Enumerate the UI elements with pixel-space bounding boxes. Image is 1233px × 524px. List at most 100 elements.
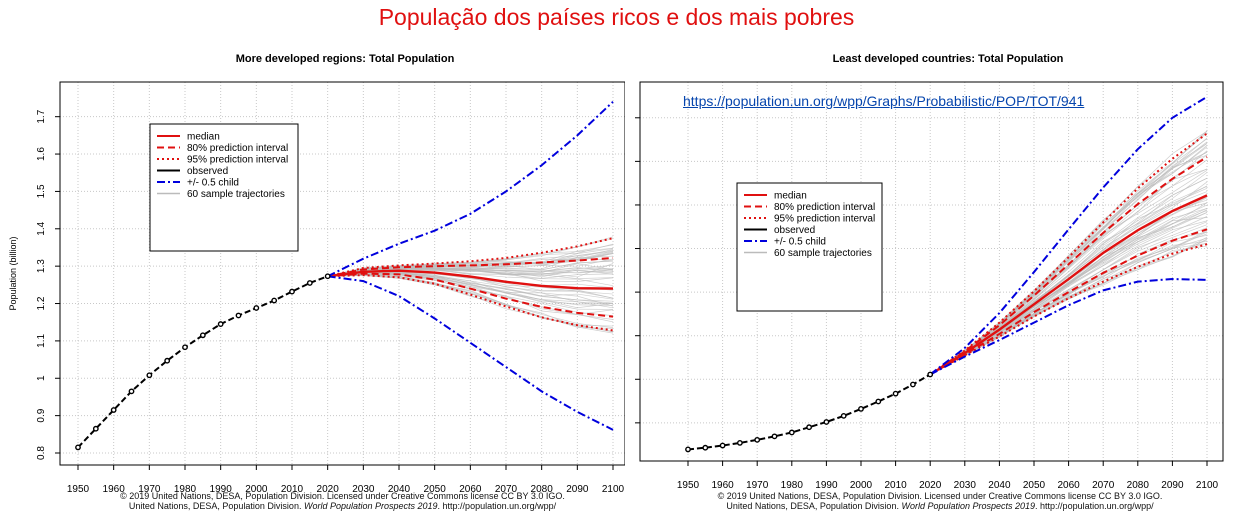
series-line-observed [687,373,931,451]
observed-point [754,436,761,443]
legend-label: 60 sample trajectories [187,189,285,200]
x-tick-label: 2020 [919,480,942,491]
x-tick-label: 1950 [677,480,700,491]
observed-point [253,305,260,311]
x-tick-label: 2100 [1196,480,1219,491]
x-tick-label: 2000 [245,484,268,495]
x-tick-label: 2090 [1161,480,1184,491]
x-tick-label: 1970 [746,480,769,491]
y-tick-label: 0.8 [36,446,47,460]
observed-point [235,312,242,319]
y-tick-label: 0.9 [36,408,47,422]
chart-panel-least-developed: Least developed countries: Total Populat… [616,40,1233,519]
observed-point [737,439,743,446]
y-tick-label: 1.4 [36,221,47,235]
x-tick-label: 2050 [1023,480,1046,491]
credit-line-1: © 2019 United Nations, DESA, Population … [717,491,1163,501]
series-line-95-prediction-interval [929,132,1208,376]
series-line--0-5-child [929,278,1208,376]
observed-point [271,297,278,304]
legend-label: observed [187,166,228,177]
y-tick-label: 1.7 [36,109,47,123]
legend-label: 60 sample trajectories [774,248,872,259]
observed-point [146,372,153,379]
x-tick-label: 2060 [459,484,482,495]
legend-box [736,182,883,312]
x-tick-label: 2090 [566,484,589,495]
x-tick-label: 2030 [352,484,375,495]
y-tick-label: 1 [36,375,47,381]
x-tick-label: 2060 [1057,480,1080,491]
x-tick-label: 2070 [1092,480,1115,491]
legend-label: +/- 0.5 child [774,237,826,248]
y-tick-label: 1.1 [36,334,47,348]
x-tick-label: 1960 [103,484,126,495]
source-url-link[interactable]: https://population.un.org/wpp/Graphs/Pro… [683,93,1085,109]
x-tick-label: 2040 [388,484,411,495]
sample-trajectory-line [327,243,614,277]
y-tick-label: 1.5 [36,184,47,198]
x-tick-label: 1980 [174,484,197,495]
series-line-80-prediction-interval [929,156,1208,376]
sample-trajectory-line [930,241,1208,375]
observed-point [788,429,795,436]
chart-title: Least developed countries: Total Populat… [833,53,1064,65]
x-tick-label: 2040 [988,480,1011,491]
observed-point [306,280,313,286]
credit-line-2: United Nations, DESA, Population Divisio… [726,501,1154,511]
legend-label: 95% prediction interval [187,155,288,166]
legend-label: +/- 0.5 child [187,178,239,189]
x-tick-label: 1990 [210,484,233,495]
observed-point [875,398,882,405]
series-line--0-5-child [929,96,1208,376]
credit-right: © 2019 United Nations, DESA, Population … [670,491,1210,511]
series-line-median [929,194,1208,376]
legend-box [149,123,299,252]
series-line-80-prediction-interval [327,272,614,318]
observed-point [927,371,934,378]
observed-point [128,388,135,395]
legend-label: median [774,191,807,202]
page-title: População dos países ricos e dos mais po… [378,4,855,30]
x-tick-label: 1970 [138,484,161,495]
x-tick-label: 2020 [317,484,340,495]
x-tick-label: 2070 [495,484,518,495]
series-line--0-5-child [327,101,614,278]
legend-label: 80% prediction interval [187,143,288,154]
x-tick-label: 2080 [531,484,554,495]
observed-point [702,444,709,451]
x-tick-label: 1960 [711,480,734,491]
credit-line-2: United Nations, DESA, Population Divisio… [128,501,557,511]
chart-panel-more-developed: More developed regions: Total Population… [0,40,626,519]
observed-point [164,357,171,364]
observed-point [840,412,847,419]
chart-more-developed: More developed regions: Total Population… [8,53,626,495]
sample-trajectory-line [930,239,1208,375]
observed-point [771,433,778,440]
observed-point [858,406,864,412]
y-tick-label: 1.6 [36,147,47,161]
observed-point [806,424,813,431]
x-tick-label: 2010 [281,484,304,495]
observed-point [823,419,830,425]
chart-least-developed: Least developed countries: Total Populat… [616,53,1224,491]
legend-label: 95% prediction interval [774,214,875,225]
observed-point [75,444,81,451]
legend-label: 80% prediction interval [774,202,875,213]
y-axis-label: Population (billion) [8,236,18,310]
plot-frame [639,81,1224,462]
chart-title: More developed regions: Total Population [236,53,455,65]
observed-point [719,442,726,449]
observed-point [199,332,206,339]
observed-point [289,288,295,295]
observed-point [217,321,224,327]
legend-label: observed [774,225,815,236]
observed-point [324,273,331,280]
y-tick-label: 1.2 [36,296,47,310]
sample-trajectory-line [930,216,1208,375]
sample-trajectory-line [327,274,614,328]
observed-point [909,381,916,388]
x-tick-label: 1980 [781,480,804,491]
observed-point [182,344,188,351]
